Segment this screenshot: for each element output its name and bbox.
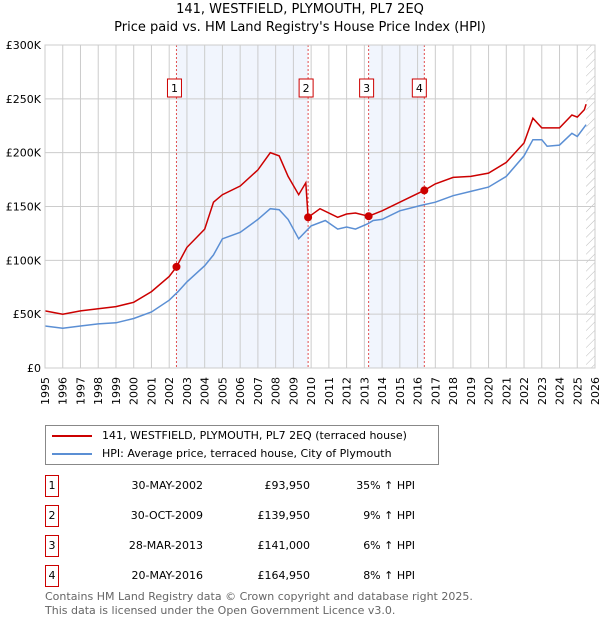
x-tick-label: 2017 [429,377,442,405]
sale-date: 28-MAR-2013 [128,539,203,552]
table-row: 3 28-MAR-2013 £141,000 6% ↑ HPI [45,535,415,557]
y-tick-label: £300K [6,39,42,52]
plot-frame [44,44,596,369]
sale-point [304,213,313,222]
marker-badge: 3 [45,535,59,557]
sale-marker-label: 1 [171,82,178,95]
hpi-diff: 8% ↑ HPI [363,569,415,582]
footer-copyright: Contains HM Land Registry data © Crown c… [45,590,473,603]
sale-price: £139,950 [257,509,311,522]
sale-date: 30-MAY-2002 [131,479,203,492]
y-tick-label: £250K [6,93,42,106]
x-tick-label: 2006 [234,377,247,405]
table-row: 4 20-MAY-2016 £164,950 8% ↑ HPI [45,565,415,587]
legend-label: HPI: Average price, terraced house, City… [102,447,392,460]
sale-date: 30-OCT-2009 [130,509,203,522]
y-tick-label: £100K [6,254,42,267]
y-tick-label: £150K [6,201,42,214]
legend-item-property: 141, WESTFIELD, PLYMOUTH, PL7 2EQ (terra… [52,428,407,444]
x-tick-label: 2018 [447,377,460,405]
x-tick-label: 2000 [128,377,141,405]
x-tick-label: 2022 [518,377,531,405]
marker-badge: 4 [45,565,59,587]
sale-marker-label: 3 [363,82,370,95]
x-tick-label: 2012 [341,377,354,405]
x-tick-label: 1998 [92,377,105,405]
marker-badge: 2 [45,505,59,527]
x-tick-label: 2024 [554,377,567,405]
sale-point [172,262,181,271]
legend-item-hpi: HPI: Average price, terraced house, City… [52,446,392,462]
sale-date: 20-MAY-2016 [131,569,203,582]
x-tick-label: 2007 [252,377,265,405]
x-tick-label: 2023 [536,377,549,405]
x-tick-label: 2005 [216,377,229,405]
footer-licence: This data is licensed under the Open Gov… [45,604,396,617]
x-tick-label: 1996 [57,377,70,405]
sale-marker-label: 4 [416,82,423,95]
sale-price: £93,950 [264,479,311,492]
x-tick-label: 2025 [571,377,584,405]
x-tick-label: 2004 [199,377,212,405]
sale-price: £164,950 [257,569,311,582]
x-tick-label: 2013 [358,377,371,405]
x-tick-label: 2010 [305,377,318,405]
x-tick-label: 2016 [412,377,425,405]
price-chart: 1995 1996 1997 1998 1999 2000 2001 2002 2003 2004… [6,39,600,405]
y-tick-label: £200K [6,147,42,160]
x-tick-label: 2011 [323,377,336,405]
sale-price: £141,000 [257,539,311,552]
legend: 141, WESTFIELD, PLYMOUTH, PL7 2EQ (terra… [45,425,439,465]
x-tick-label: 1995 [39,377,52,405]
chart-title: 141, WESTFIELD, PLYMOUTH, PL7 2EQ [176,2,424,17]
sale-marker-label: 2 [303,82,310,95]
x-tick-label: 2009 [287,377,300,405]
sale-marker-box [411,78,427,98]
x-tick-label: 2003 [181,377,194,405]
x-tick-label: 2019 [465,377,478,405]
legend-swatch-blue [52,453,92,455]
hpi-diff: 9% ↑ HPI [363,509,415,522]
legend-swatch-red [52,435,92,437]
chart-subtitle: Price paid vs. HM Land Registry's House … [114,20,486,35]
sale-point [364,212,373,221]
x-tick-label: 2021 [500,377,513,405]
hpi-diff: 6% ↑ HPI [363,539,415,552]
marker-badge: 1 [45,475,59,497]
x-tick-label: 1997 [74,377,87,405]
x-tick-label: 2001 [145,377,158,405]
x-tick-label: 2026 [589,377,600,405]
x-tick-label: 2020 [483,377,496,405]
legend-label: 141, WESTFIELD, PLYMOUTH, PL7 2EQ (terra… [102,429,407,442]
sale-marker-box [166,78,182,98]
x-tick-label: 2002 [163,377,176,405]
table-row: 1 30-MAY-2002 £93,950 35% ↑ HPI [45,475,415,497]
y-tick-label: £0 [27,362,41,375]
sale-marker-box [298,78,314,98]
x-tick-label: 2008 [270,377,283,405]
sale-point [420,186,429,195]
x-tick-label: 1999 [110,377,123,405]
hpi-line [44,124,587,329]
hpi-diff: 35% ↑ HPI [356,479,415,492]
table-row: 2 30-OCT-2009 £139,950 9% ↑ HPI [45,505,415,527]
x-tick-label: 2014 [376,377,389,405]
property-price-line [44,103,587,315]
y-tick-label: £50K [13,308,42,321]
sale-marker-box [359,78,375,98]
x-tick-label: 2015 [394,377,407,405]
